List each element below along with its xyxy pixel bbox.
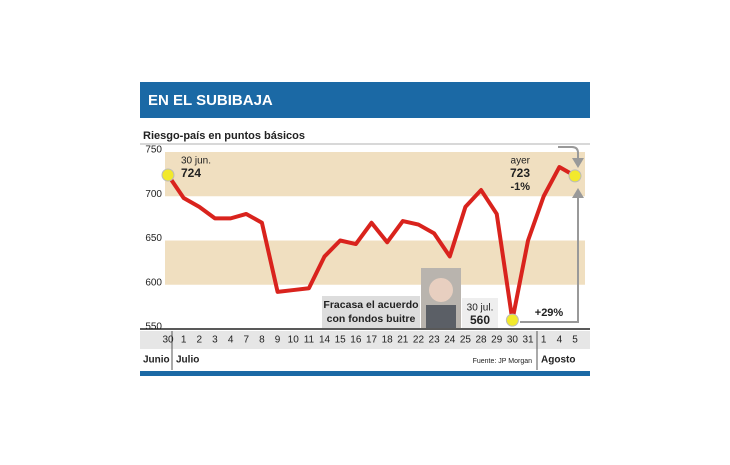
label-box [462,298,498,328]
highlight-dot [568,169,582,183]
x-tick-label: 7 [243,335,249,346]
note-box [322,296,420,328]
source: Fuente: JP Morgan [473,358,533,365]
highlight-dot [505,313,519,327]
x-tick-label: 24 [444,335,456,346]
month-label: Julio [176,355,199,366]
y-tick-label: 700 [145,189,162,200]
annotation: 30 jul. [467,303,494,314]
x-tick-label: 30 [507,335,519,346]
x-tick-label: 2 [197,335,203,346]
x-tick-label: 21 [397,335,409,346]
x-tick-label: 18 [382,335,394,346]
annotation: 723 [510,166,530,180]
annotation: 724 [181,166,201,180]
y-tick-label: 600 [145,277,162,288]
x-tick-label: 17 [366,335,378,346]
drop-arrow [558,146,579,162]
x-tick-label: 14 [319,335,331,346]
x-tick-label: 22 [413,335,425,346]
x-tick-label: 5 [572,335,578,346]
photo-face [429,278,453,302]
x-tick-label: 1 [541,335,547,346]
y-tick-label: 650 [145,233,162,244]
x-tick-label: 29 [491,335,503,346]
x-tick-label: 8 [259,335,265,346]
photo-suit [426,305,456,328]
x-tick-label: 15 [335,335,347,346]
band [165,152,585,197]
highlight-dot [161,168,175,182]
x-tick-label: 28 [476,335,488,346]
x-tick-label: 30 [162,335,174,346]
x-tick-label: 31 [522,335,534,346]
x-tick-label: 16 [350,335,362,346]
chart-title: EN EL SUBIBAJA [148,92,273,109]
title-bar [140,82,590,118]
x-tick-label: 4 [228,335,234,346]
annotation: +29% [535,307,564,319]
annotation: ayer [511,156,531,167]
annotation: 560 [470,313,490,327]
annotation: 30 jun. [181,156,211,167]
line [166,165,576,323]
arrow-head [572,158,584,168]
rise-bracket [520,190,579,323]
x-tick-label: 3 [212,335,218,346]
x-tick-label: 4 [557,335,563,346]
x-tick-label: 23 [429,335,441,346]
label-strip [140,331,590,349]
x-tick-label: 1 [181,335,187,346]
x-tick-label: 25 [460,335,472,346]
x-tick-label: 11 [304,335,315,346]
annotation: Fracasa el acuerdo [323,299,418,311]
annotation: con fondos buitre [327,313,416,325]
annotation: -1% [510,181,530,193]
band [165,240,585,285]
y-tick-label: 550 [145,322,162,333]
month-label: Agosto [541,355,575,366]
month-label: Junio [143,355,170,366]
y-tick-label: 750 [145,145,162,156]
chart-subtitle: Riesgo-país en puntos básicos [143,130,305,142]
x-tick-label: 10 [288,335,300,346]
x-tick-label: 9 [275,335,281,346]
bottom-bar [140,371,590,376]
arrow-head [572,188,584,198]
